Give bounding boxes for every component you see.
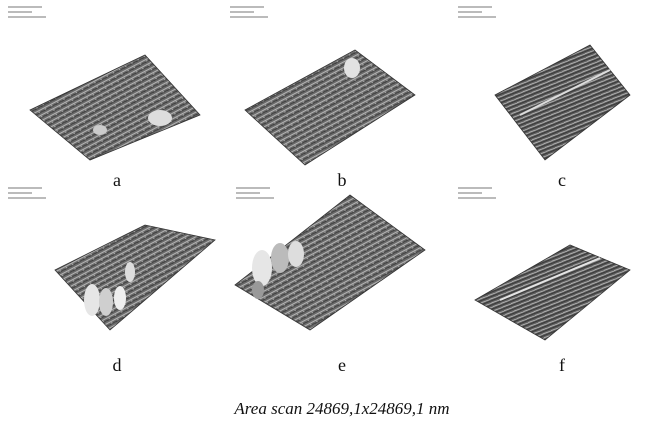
surface-c — [495, 45, 630, 160]
panel-label: c — [558, 170, 566, 190]
panel-label: e — [338, 355, 346, 375]
surface-d — [55, 225, 215, 330]
surface-f — [475, 245, 630, 340]
surface-images — [30, 45, 630, 340]
figure: a b c d e f Area scan 24869,1x24869,1 nm — [0, 0, 651, 429]
caption: Area scan 24869,1x24869,1 nm — [233, 399, 449, 418]
panel-label: b — [338, 170, 347, 190]
surface-a — [30, 55, 200, 160]
panel-label: a — [113, 170, 121, 190]
panel-label: f — [559, 355, 565, 375]
surface-b — [245, 50, 415, 165]
panel-label: d — [113, 355, 122, 375]
